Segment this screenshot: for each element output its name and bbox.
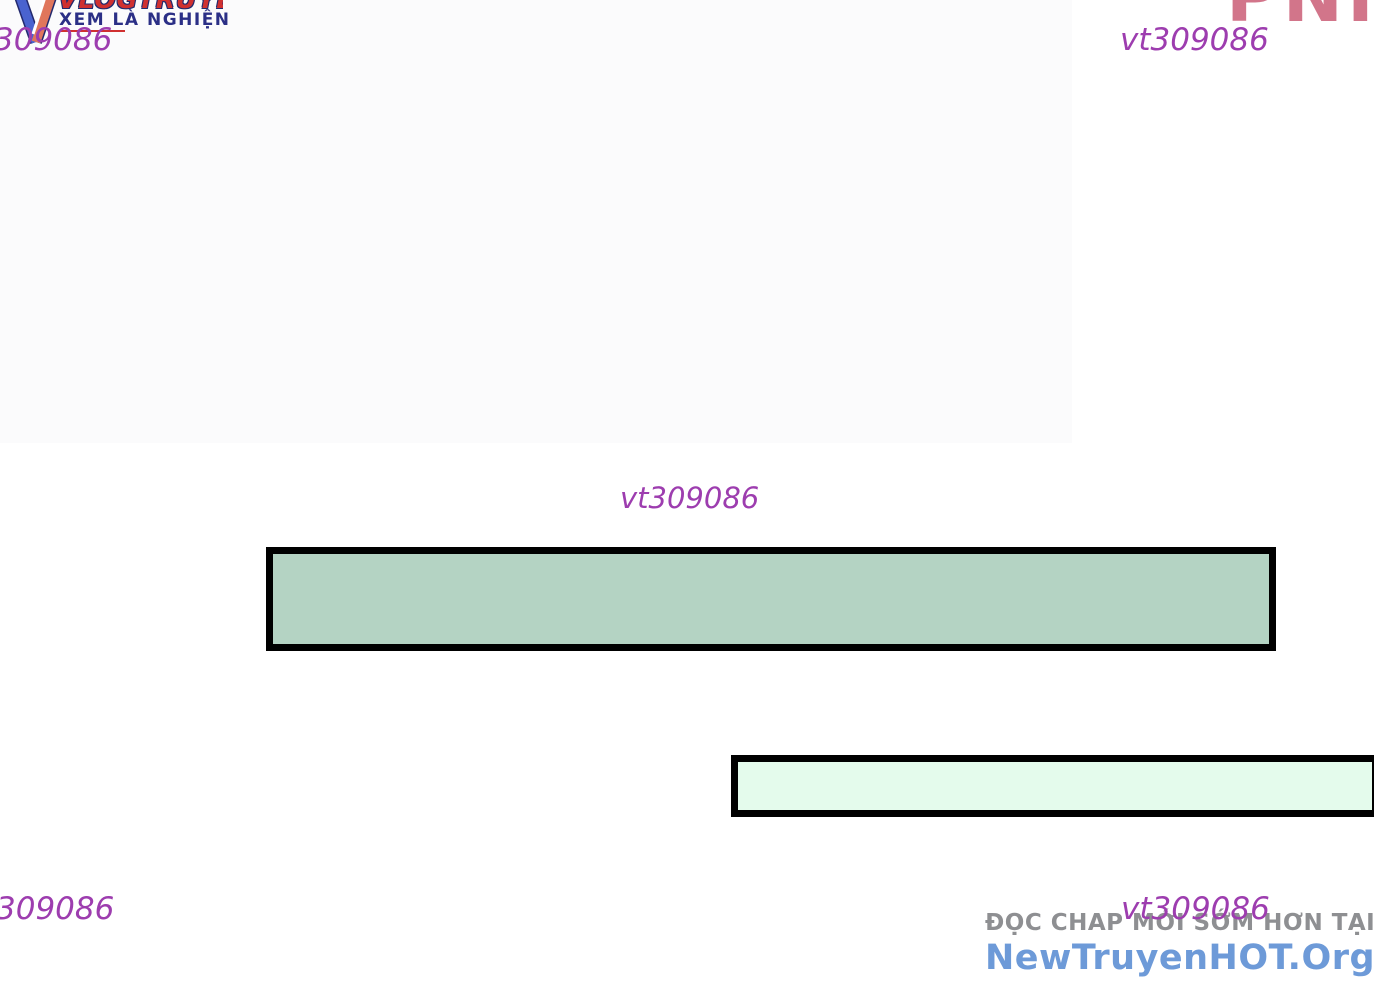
site-logo-name-clip: VLOGTRUYEN (58, 0, 223, 13)
site-logo-name: VLOGTRUYEN (58, 0, 223, 13)
watermark-bottom-right: vt309086 (1121, 891, 1270, 927)
site-logo: VLOGTRUYEN XEM LÀ NGHIỆN (8, 0, 229, 44)
v-logo-icon (8, 0, 58, 46)
site-logo-underline (59, 30, 125, 32)
corner-logo-text: PNI (1226, 0, 1378, 32)
watermark-top-right: vt309086 (1120, 22, 1269, 58)
footer-site-url: NewTruyenHOT.Org (985, 938, 1376, 978)
watermark-bottom-left: 309086 (0, 891, 115, 927)
dialog-box-small (731, 755, 1374, 817)
watermark-top-left: 309086 (0, 22, 113, 58)
comic-panel-background (0, 0, 1072, 443)
corner-logo: PNI (1226, 0, 1378, 38)
dialog-box-large (266, 547, 1276, 651)
watermark-middle: vt309086 (620, 481, 760, 515)
footer-promo-text: ĐỌC CHAP MỚI SỚM HƠN TẠI (985, 910, 1376, 936)
site-logo-tagline: XEM LÀ NGHIỆN (59, 10, 231, 30)
footer-promo: ĐỌC CHAP MỚI SỚM HƠN TẠI NewTruyenHOT.Or… (985, 910, 1376, 978)
